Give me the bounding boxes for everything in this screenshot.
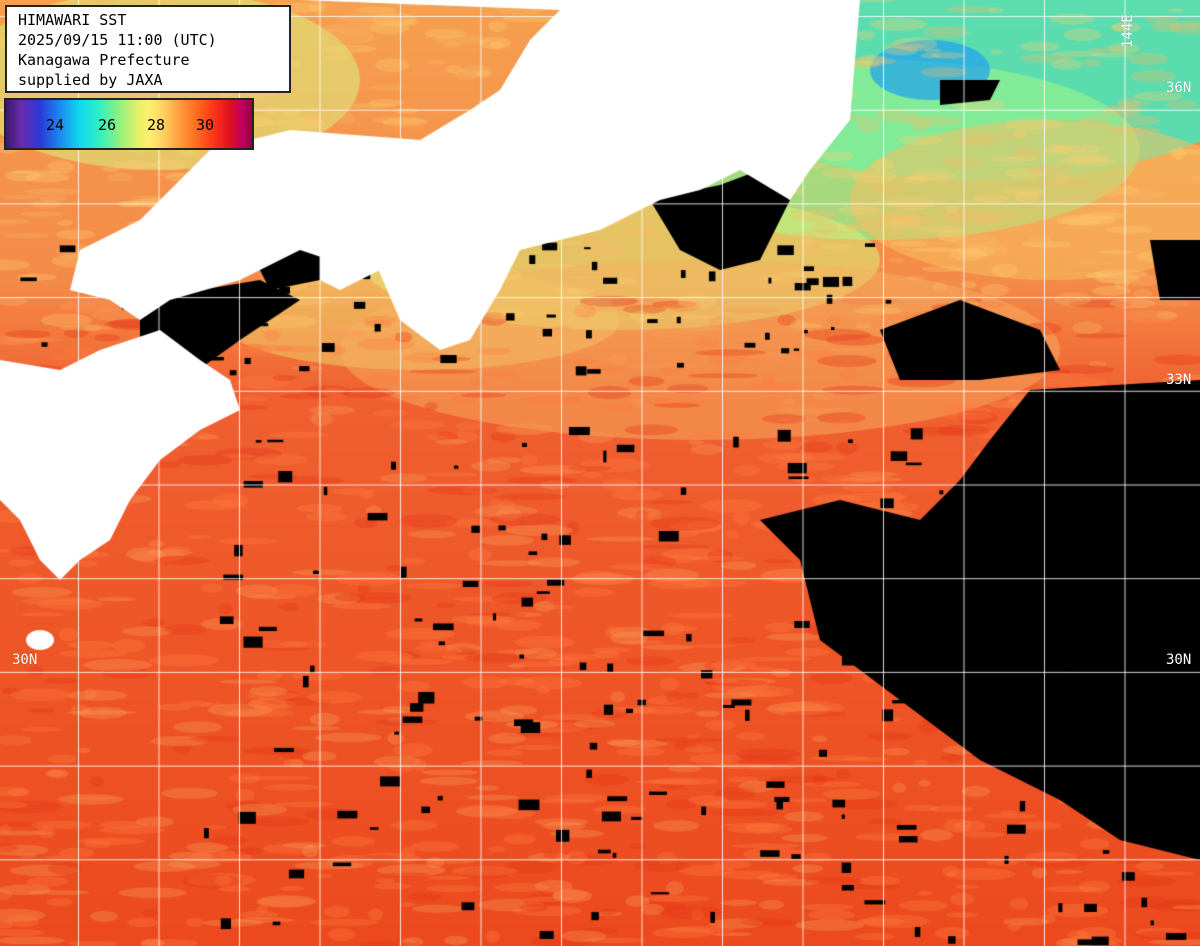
lat-label-36n: 36N bbox=[1166, 80, 1192, 96]
info-box: HIMAWARI SST 2025/09/15 11:00 (UTC) Kana… bbox=[5, 5, 291, 93]
map-title: HIMAWARI SST bbox=[18, 11, 127, 29]
legend-tick-28: 28 bbox=[147, 116, 166, 134]
map-region: Kanagawa Prefecture bbox=[18, 51, 190, 69]
legend-tick-26: 26 bbox=[98, 116, 117, 134]
map-datetime: 2025/09/15 11:00 (UTC) bbox=[18, 31, 217, 49]
color-legend: 24 26 28 30 bbox=[4, 98, 254, 150]
lat-label-30n-right: 30N bbox=[1166, 652, 1192, 668]
legend-tick-24: 24 bbox=[46, 116, 65, 134]
lat-label-30n-left: 30N bbox=[12, 652, 38, 668]
lon-label-144e: 144E bbox=[1120, 14, 1136, 48]
lat-label-33n: 33N bbox=[1166, 372, 1192, 388]
legend-colorbar bbox=[6, 100, 252, 148]
legend-tick-30: 30 bbox=[196, 116, 215, 134]
map-credit: supplied by JAXA bbox=[18, 71, 163, 89]
